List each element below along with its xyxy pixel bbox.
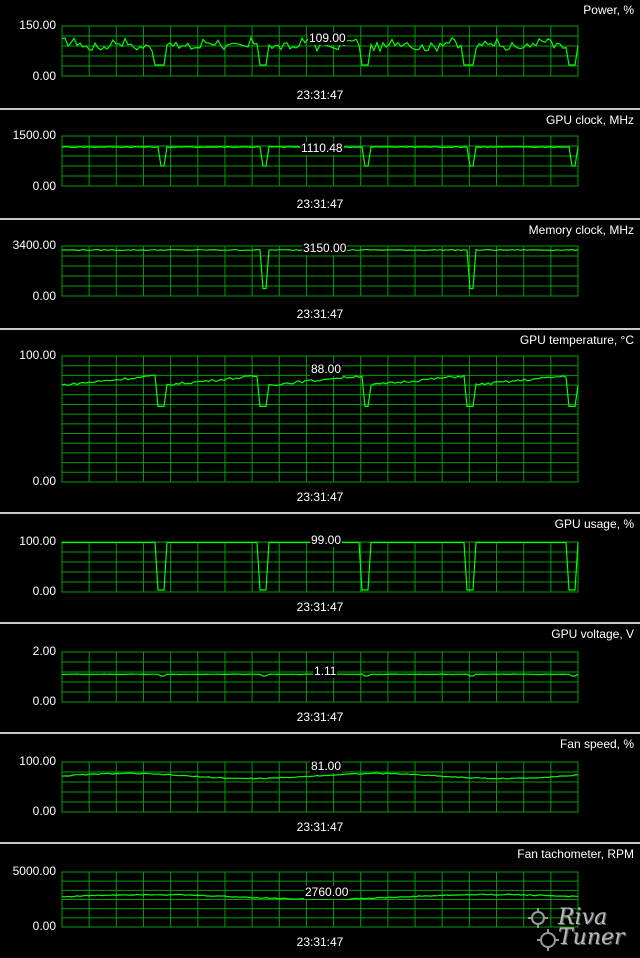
y-axis-max-label: 100.00 bbox=[19, 754, 56, 768]
graph-trace bbox=[61, 374, 579, 408]
graph-frame bbox=[61, 135, 579, 187]
graph-panel-memory-clock: Memory clock, MHz 3400.00 0.00 3150.00 2… bbox=[0, 220, 640, 328]
panel-title: GPU clock, MHz bbox=[545, 113, 634, 127]
graph-plot bbox=[61, 355, 579, 483]
panel-separator bbox=[0, 512, 640, 514]
current-value-label: 109.00 bbox=[308, 31, 347, 45]
graph-frame bbox=[61, 25, 579, 77]
current-value-label: 1110.48 bbox=[300, 141, 344, 155]
panel-title: GPU voltage, V bbox=[551, 627, 634, 641]
timestamp-label: 23:31:47 bbox=[296, 490, 344, 504]
graph-area[interactable] bbox=[61, 541, 579, 593]
timestamp-label: 23:31:47 bbox=[296, 307, 344, 321]
current-value-label: 3150.00 bbox=[302, 241, 348, 255]
graph-trace bbox=[62, 541, 579, 591]
timestamp-label: 23:31:47 bbox=[296, 600, 344, 614]
current-value-label: 99.00 bbox=[310, 533, 343, 547]
y-axis-min-label: 0.00 bbox=[32, 179, 56, 193]
graph-trace bbox=[61, 248, 579, 290]
panel-title: Memory clock, MHz bbox=[528, 223, 634, 237]
y-axis-max-label: 100.00 bbox=[19, 348, 56, 362]
y-axis-min-label: 0.00 bbox=[32, 694, 56, 708]
graph-panel-gpu-temperature: GPU temperature, °C 100.00 0.00 88.00 23… bbox=[0, 330, 640, 512]
timestamp-label: 23:31:47 bbox=[296, 710, 344, 724]
y-axis-max-label: 5000.00 bbox=[12, 864, 56, 878]
graph-area[interactable] bbox=[61, 355, 579, 483]
y-axis-min-label: 0.00 bbox=[32, 919, 56, 933]
graph-area[interactable] bbox=[61, 761, 579, 813]
panel-separator bbox=[0, 108, 640, 110]
graph-panel-power: Power, % 150.00 0.00 109.00 23:31:47 bbox=[0, 0, 640, 108]
current-value-label: 81.00 bbox=[310, 759, 343, 773]
y-axis-max-label: 100.00 bbox=[19, 534, 56, 548]
graph-plot bbox=[61, 541, 579, 593]
panel-title: Fan speed, % bbox=[559, 737, 634, 751]
panel-title: Fan tachometer, RPM bbox=[517, 847, 634, 861]
panel-title: GPU temperature, °C bbox=[519, 333, 634, 347]
current-value-label: 1.11 bbox=[313, 664, 338, 678]
panel-title: Power, % bbox=[583, 3, 634, 17]
graph-area[interactable] bbox=[61, 871, 579, 928]
panel-separator bbox=[0, 218, 640, 220]
graph-trace bbox=[61, 893, 579, 901]
timestamp-label: 23:31:47 bbox=[296, 935, 344, 949]
panel-separator bbox=[0, 622, 640, 624]
y-axis-min-label: 0.00 bbox=[32, 474, 56, 488]
panel-title: GPU usage, % bbox=[554, 517, 634, 531]
y-axis-max-label: 1500.00 bbox=[12, 128, 56, 142]
graph-plot bbox=[61, 871, 579, 928]
timestamp-label: 23:31:47 bbox=[296, 820, 344, 834]
timestamp-label: 23:31:47 bbox=[296, 88, 344, 102]
y-axis-min-label: 0.00 bbox=[32, 584, 56, 598]
graph-trace bbox=[61, 772, 579, 780]
y-axis-max-label: 2.00 bbox=[32, 644, 56, 658]
y-axis-min-label: 0.00 bbox=[32, 804, 56, 818]
y-axis-max-label: 150.00 bbox=[19, 18, 56, 32]
panel-separator bbox=[0, 328, 640, 330]
graph-panel-fan-tachometer: Fan tachometer, RPM 5000.00 0.00 2760.00… bbox=[0, 844, 640, 958]
panel-separator bbox=[0, 842, 640, 844]
y-axis-max-label: 3400.00 bbox=[12, 238, 56, 252]
panel-separator bbox=[0, 732, 640, 734]
current-value-label: 2760.00 bbox=[304, 885, 350, 899]
current-value-label: 88.00 bbox=[310, 362, 343, 376]
y-axis-min-label: 0.00 bbox=[32, 289, 56, 303]
gear-icon bbox=[528, 908, 559, 951]
graph-frame bbox=[61, 541, 579, 593]
graph-panel-fan-speed: Fan speed, % 100.00 0.00 81.00 23:31:47 bbox=[0, 734, 640, 842]
graph-panel-gpu-voltage: GPU voltage, V 2.00 0.00 1.11 23:31:47 bbox=[0, 624, 640, 732]
graph-frame bbox=[61, 355, 579, 483]
rivatuner-logo: Riva Tuner bbox=[524, 902, 634, 954]
logo-text: Riva Tuner bbox=[558, 905, 625, 950]
graph-panel-gpu-usage: GPU usage, % 100.00 0.00 99.00 23:31:47 bbox=[0, 514, 640, 622]
timestamp-label: 23:31:47 bbox=[296, 197, 344, 211]
y-axis-min-label: 0.00 bbox=[32, 69, 56, 83]
graph-frame bbox=[61, 651, 579, 703]
graph-panel-gpu-clock: GPU clock, MHz 1500.00 0.00 1110.48 23:3… bbox=[0, 110, 640, 218]
graph-plot bbox=[61, 761, 579, 813]
